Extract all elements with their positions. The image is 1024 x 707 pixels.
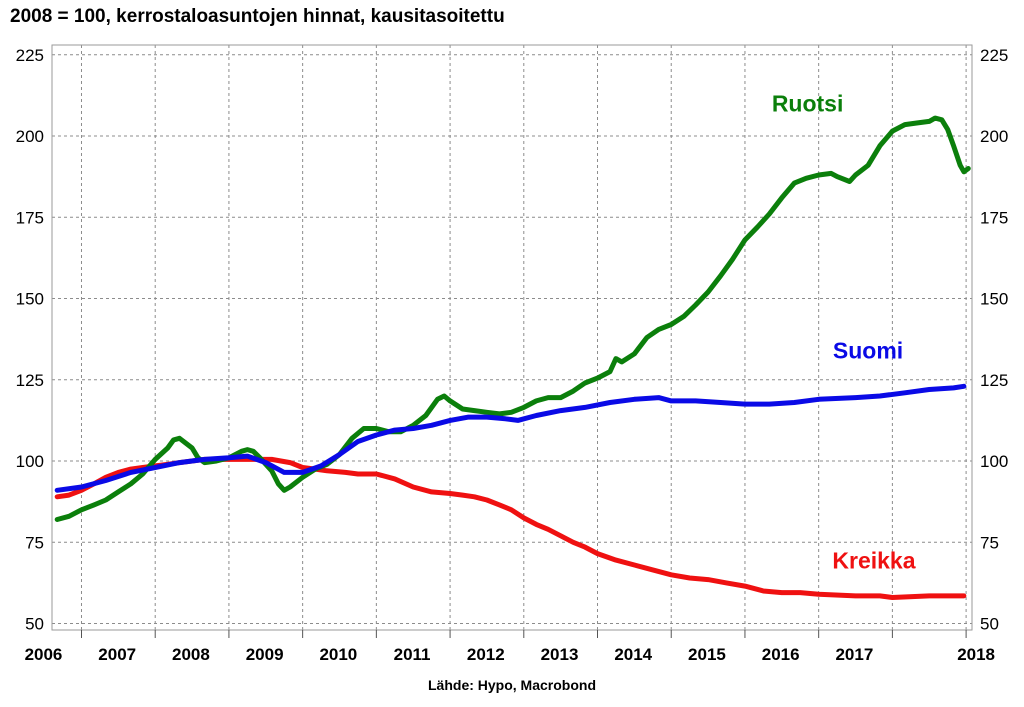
- axes: 50 50 75 75 100 100 125 125 150 150 175 175 200 200 22…: [16, 46, 1009, 664]
- y-tick-label-right: 125: [980, 371, 1008, 390]
- y-tick-label-left: 225: [16, 46, 44, 65]
- x-tick-label: 2016: [762, 645, 800, 664]
- x-tick-label: 2010: [319, 645, 357, 664]
- series-label-kreikka: Kreikka: [832, 547, 915, 573]
- series-labels: Ruotsi Suomi Kreikka: [772, 91, 916, 574]
- y-tick-label-left: 175: [16, 208, 44, 227]
- x-tick-label: 2017: [835, 645, 873, 664]
- x-tick-label: 2014: [614, 645, 652, 664]
- x-tick-label: 2018: [957, 645, 995, 664]
- series-line-suomi: [54, 383, 967, 493]
- source-note: Lähde: Hypo, Macrobond: [428, 677, 596, 693]
- gridlines: [52, 45, 972, 630]
- y-tick-label-right: 200: [980, 127, 1008, 146]
- x-tick-label: 2011: [394, 645, 431, 664]
- x-tick-label: 2006: [25, 645, 63, 664]
- y-tick-label-left: 100: [16, 452, 44, 471]
- series-label-ruotsi: Ruotsi: [772, 91, 844, 117]
- series-line-ruotsi: [54, 115, 971, 522]
- y-tick-label-right: 225: [980, 46, 1008, 65]
- chart-title: 2008 = 100, kerrostaloasuntojen hinnat, …: [10, 6, 505, 27]
- series-lines: [54, 115, 971, 600]
- y-tick-label-right: 100: [980, 452, 1008, 471]
- plot-area-frame: [51, 44, 973, 631]
- y-tick-label-left: 200: [16, 127, 44, 146]
- y-tick-label-right: 175: [980, 208, 1008, 227]
- y-tick-label-right: 150: [980, 290, 1008, 309]
- series-line-kreikka: [54, 456, 967, 600]
- y-tick-label-left: 150: [16, 290, 44, 309]
- y-tick-label-left: 50: [25, 615, 44, 634]
- x-tick-label: 2008: [172, 645, 210, 664]
- series-label-suomi: Suomi: [833, 338, 903, 364]
- y-tick-label-right: 75: [980, 533, 999, 552]
- y-tick-label-right: 50: [980, 615, 999, 634]
- x-tick-label: 2013: [541, 645, 579, 664]
- x-tick-label: 2007: [98, 645, 136, 664]
- y-tick-label-left: 125: [16, 371, 44, 390]
- x-tick-label: 2012: [467, 645, 505, 664]
- x-tick-label: 2015: [688, 645, 726, 664]
- y-tick-label-left: 75: [25, 533, 44, 552]
- x-tick-label: 2009: [246, 645, 284, 664]
